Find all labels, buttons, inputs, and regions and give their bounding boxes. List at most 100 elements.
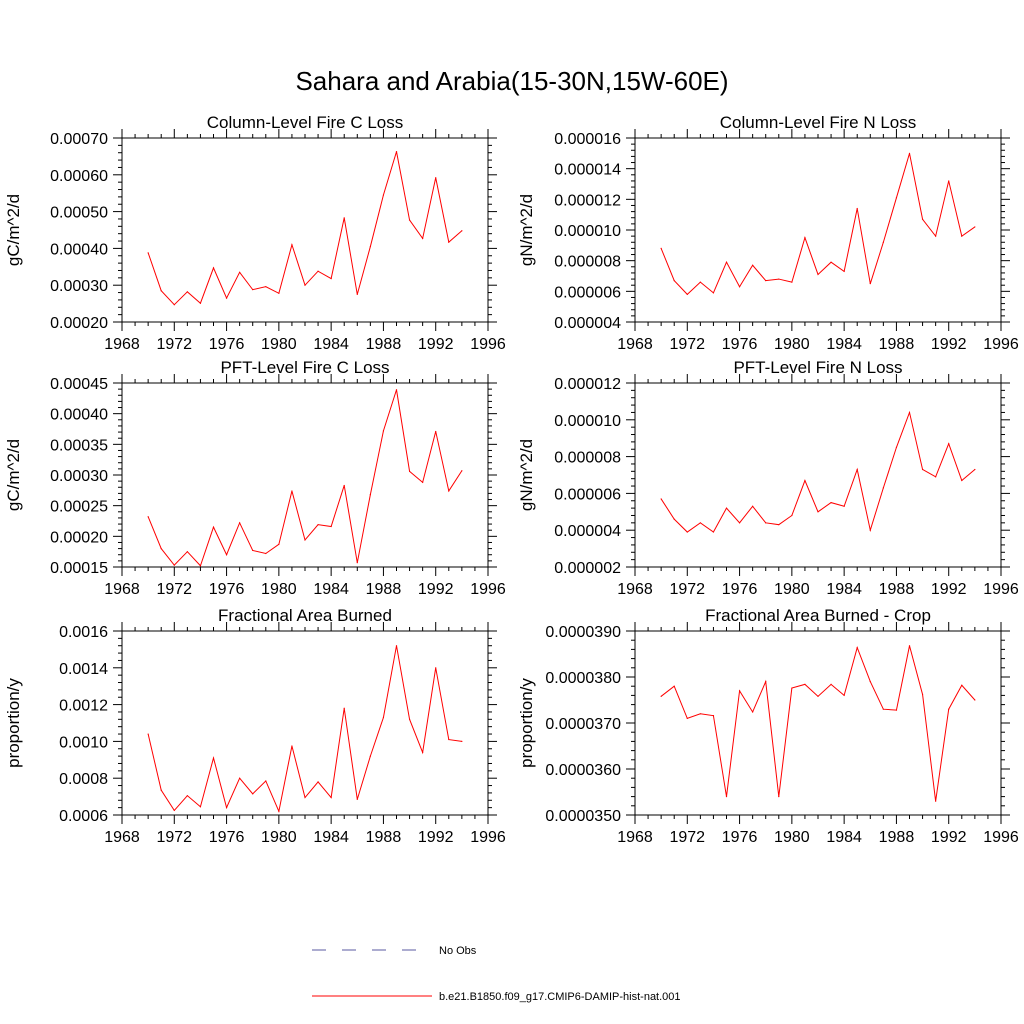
data-point [856,468,858,471]
data-point [961,684,963,686]
x-tick-label: 1992 [931,829,967,846]
x-tick-label: 1988 [879,829,915,846]
data-point [752,711,754,713]
data-point [291,490,293,492]
y-axis-label: gN/m^2/d [517,194,536,266]
y-tick-label: 0.00020 [50,529,108,546]
x-tick-label: 1976 [722,581,758,598]
data-point [974,468,976,471]
data-point [225,554,228,556]
data-point [712,531,715,533]
data-point [252,289,254,291]
data-point [212,526,215,528]
y-tick-label: 0.0000380 [545,670,621,687]
x-tick-label: 1984 [313,581,349,598]
x-tick-label: 1980 [774,336,810,353]
data-point [278,810,280,812]
y-tick-label: 0.0010 [59,734,108,751]
legend: No Obs b.e21.B1850.f09_g17.CMIP6-DAMIP-h… [312,945,681,1003]
data-point [699,713,701,715]
data-point [895,709,898,711]
data-point [225,807,228,809]
data-point [804,237,806,239]
y-tick-label: 0.000016 [554,131,621,148]
y-tick-label: 0.0008 [59,771,108,788]
legend-model-label: b.e21.B1850.f09_g17.CMIP6-DAMIP-hist-nat… [439,991,681,1003]
data-point [212,267,215,269]
data-point [173,809,175,812]
data-point [725,507,728,509]
data-point [330,796,332,799]
x-tick-label: 1984 [313,829,349,846]
data-point [830,683,832,685]
data-point [265,552,267,555]
data-point [895,197,898,199]
data-point [395,151,398,153]
x-tick-label: 1976 [209,336,245,353]
data-point [160,789,162,791]
y-tick-label: 0.000004 [554,523,621,540]
series-points [660,645,976,802]
data-point [199,806,202,808]
y-axis-label: gC/m^2/d [4,439,23,511]
x-tick-label: 1980 [774,581,810,598]
chart-fractional-area-burned: Fractional Area Burned proportion/y 1968 19… [4,606,506,846]
data-point [239,522,241,524]
x-tick-label: 1972 [669,581,705,598]
y-tick-label: 0.000004 [554,315,621,332]
x-tick-label: 1968 [617,829,653,846]
y-tick-label: 0.000002 [554,560,621,577]
data-point [921,218,924,220]
data-point [291,745,293,747]
y-axis-label: proportion/y [4,678,23,768]
data-point [382,716,385,719]
data-point [712,715,715,717]
x-tick-label: 1968 [617,581,653,598]
data-point [935,235,937,237]
x-tick-label: 1976 [209,829,245,846]
data-point [408,470,411,472]
chart-title: Fractional Area Burned [218,606,392,625]
x-tick-label: 1984 [313,336,349,353]
data-point [908,152,911,154]
x-tick-label: 1988 [366,829,402,846]
data-point [212,757,215,759]
data-point [239,777,241,779]
data-point [356,293,358,295]
data-point [686,293,688,295]
x-tick-label: 1988 [879,581,915,598]
x-tick-label: 1996 [470,829,506,846]
y-tick-label: 0.00030 [50,468,108,485]
x-tick-label: 1968 [104,581,140,598]
data-point [382,430,385,432]
chart-column-level-fire-c-loss: Column-Level Fire C Loss gC/m^2/d 1968 1972… [4,113,506,353]
data-point [752,505,754,507]
data-point [869,681,871,683]
data-point [660,498,662,500]
y-tick-label: 0.000008 [554,254,621,271]
x-tick-label: 1976 [722,829,758,846]
data-point [317,781,319,783]
data-point [304,284,306,286]
data-point [369,245,371,248]
series-points [660,411,976,533]
y-tick-label: 0.0000360 [545,762,621,779]
data-point [948,180,950,182]
x-tick-label: 1992 [418,581,454,598]
data-point [278,292,280,294]
y-tick-label: 0.00015 [50,560,108,577]
data-point [686,717,688,720]
data-point [382,194,385,196]
data-point [804,479,806,482]
data-point [778,524,780,526]
x-tick-label: 1992 [931,581,967,598]
y-tick-label: 0.000012 [554,376,621,393]
x-tick-label: 1992 [418,829,454,846]
series-points [147,645,463,812]
data-point [843,505,845,507]
data-point [778,796,780,798]
data-point [869,529,871,531]
y-tick-label: 0.00060 [50,168,108,185]
chart-title: Column-Level Fire C Loss [207,113,404,132]
data-point [408,718,411,720]
